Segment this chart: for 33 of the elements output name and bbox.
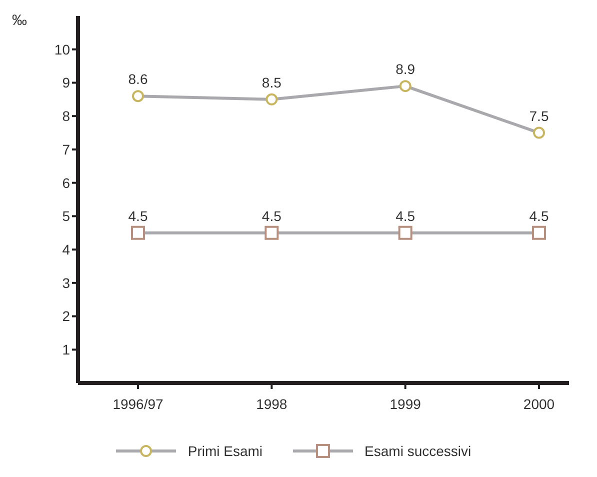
point [132,90,144,102]
data-label: 8.6 [128,71,148,88]
point [532,226,546,240]
data-label: 4.5 [262,208,282,224]
point [398,226,412,240]
legend-label: Primi Esami [188,443,263,459]
x-tick-label: 1996/97 [112,396,164,412]
y-tick-label: 3 [62,274,70,291]
legend-label: Esami successivi [364,443,472,459]
point [399,80,412,92]
y-tick-label: 4 [62,242,70,258]
y-tick-label: 7 [62,141,70,158]
data-label: 8.9 [396,61,416,78]
y-tick-label: 1 [62,342,70,358]
y-tick-label: 10 [54,41,70,58]
y-axis-title: ‰ [12,12,27,29]
data-label: 4.5 [128,208,148,224]
point [264,226,279,240]
y-tick-label: 9 [62,74,70,91]
data-label: 4.5 [396,208,416,224]
data-label: 8.5 [262,74,282,90]
x-tick-label: 1999 [390,396,422,412]
y-tick-label: 8 [62,108,70,124]
point [131,226,145,240]
x-tick-label: 2000 [523,396,555,412]
point [533,126,545,139]
data-label: 4.5 [529,208,549,224]
y-tick-label: 6 [62,174,70,191]
y-tick-label: 2 [62,308,70,324]
x-tick-label: 1998 [256,396,288,412]
point [266,93,278,106]
y-tick-label: 5 [62,208,70,224]
data-label: 7.5 [529,108,549,124]
